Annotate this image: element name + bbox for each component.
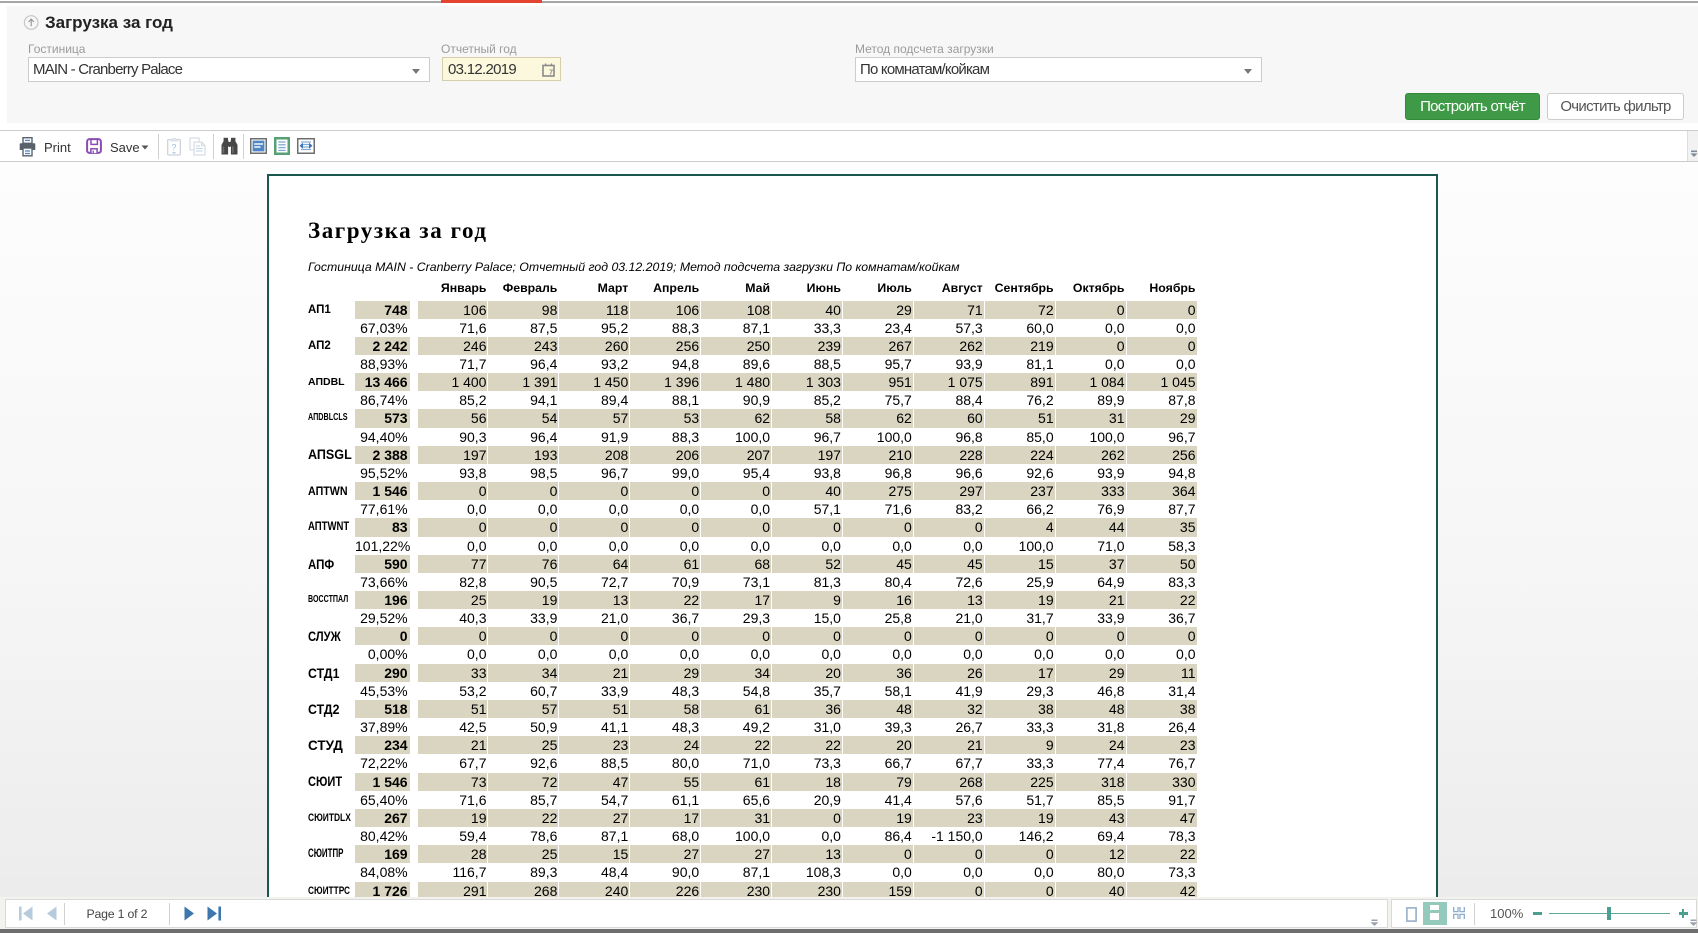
svg-text:?: ? — [171, 143, 176, 153]
svg-text:7: 7 — [549, 70, 553, 77]
